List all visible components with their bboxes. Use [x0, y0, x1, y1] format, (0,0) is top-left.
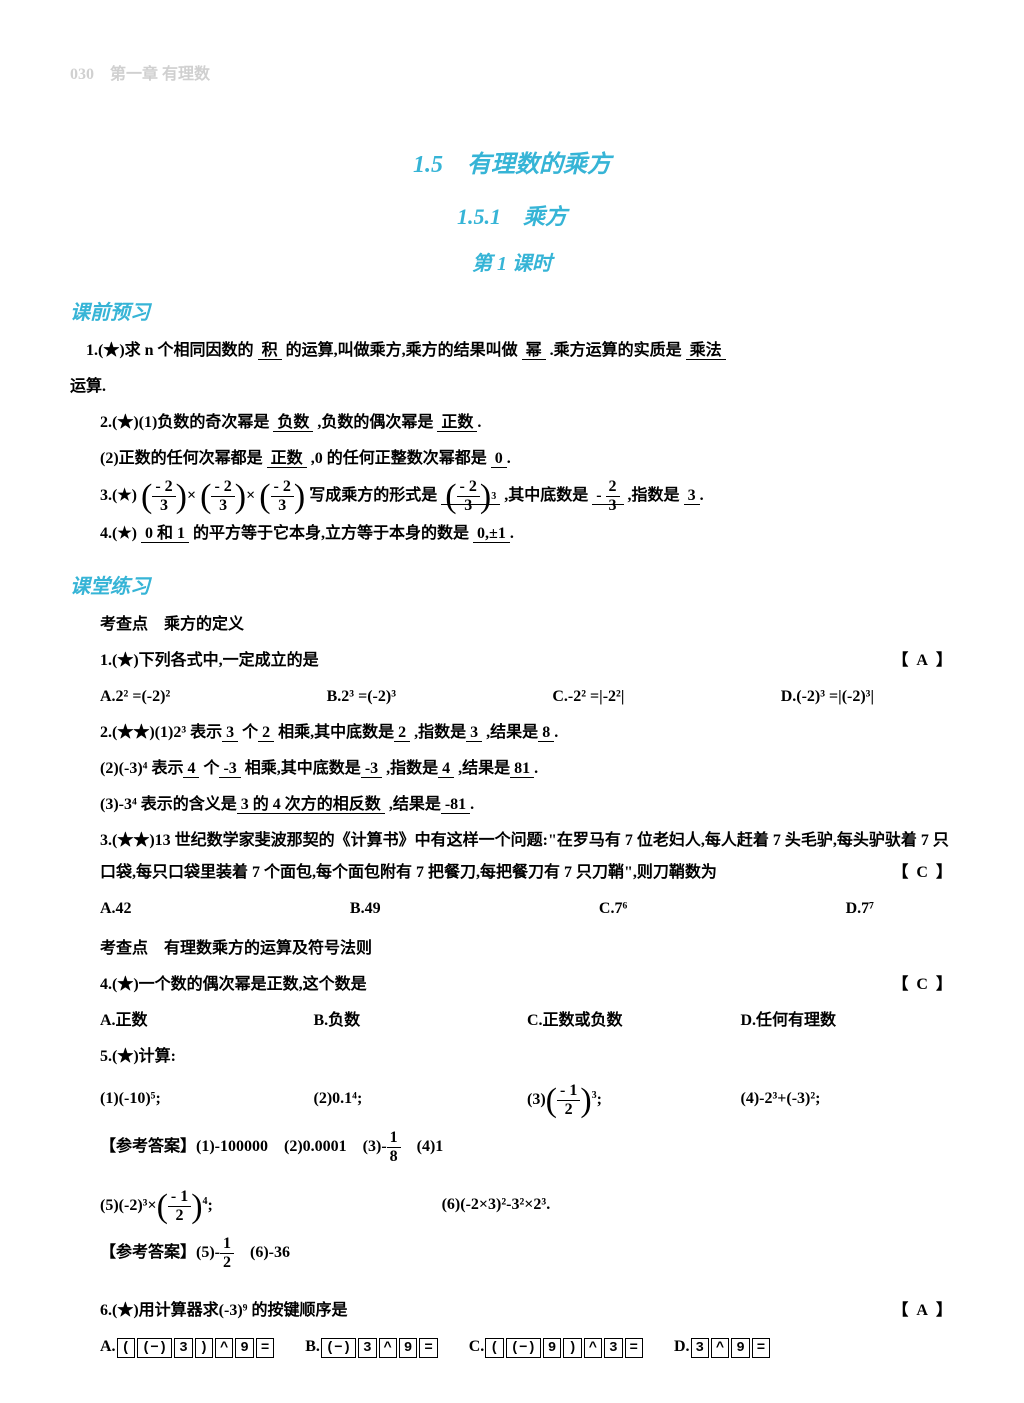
prac-q3-options: A.42B.49C.7⁶D.7⁷ — [70, 893, 954, 925]
prac-q5-ans2: 【参考答案】(5)-12 (6)-36 — [70, 1236, 954, 1271]
calc-key: 3 — [358, 1338, 376, 1358]
calc-key: ^ — [584, 1338, 602, 1358]
prac-q4-options: A.正数B.负数C.正数或负数D.任何有理数 — [70, 1005, 954, 1037]
calc-key: = — [256, 1338, 274, 1358]
prac-q1: 1.(★)下列各式中,一定成立的是 【 A 】 — [70, 645, 954, 677]
prac-q1-options: A.2² =(-2)²B.2³ =(-2)³C.-2² =|-2²|D.(-2)… — [70, 681, 954, 713]
calc-key: 9 — [235, 1338, 253, 1358]
pre-q2-1: 2.(★)(1)负数的奇次幂是 负数 ,负数的偶次幂是 正数. — [70, 407, 954, 439]
pre-q3: 3.(★) (- 23)× (- 23)× (- 23) 写成乘方的形式是 (-… — [70, 479, 954, 514]
prac-q6: 6.(★)用计算器求(-3)⁹ 的按键顺序是 【 A 】 — [70, 1295, 954, 1327]
calc-key: 9 — [399, 1338, 417, 1358]
calc-key: 9 — [543, 1338, 561, 1358]
prac-q2-2: (2)(-3)⁴ 表示4 个-3 相乘,其中底数是-3 ,指数是4 ,结果是81… — [70, 753, 954, 785]
pre-q1: 1.(★)求 n 个相同因数的 积 的运算,叫做乘方,乘方的结果叫做 幂 .乘方… — [70, 335, 954, 367]
blank: 负数 — [273, 414, 313, 432]
calc-key: ) — [563, 1338, 581, 1358]
pre-q2-2: (2)正数的任何次幂都是 正数 ,0 的任何正整数次幂都是 0. — [70, 443, 954, 475]
calc-key: (−) — [321, 1338, 356, 1358]
calc-key: ( — [117, 1338, 135, 1358]
prac-q6-options: A.((−)3)^9= B.(−)3^9= C.((−)9)^3= D.3^9= — [70, 1331, 954, 1363]
title-section: 1.5 有理数的乘方 — [70, 144, 954, 179]
calc-key: (−) — [506, 1338, 541, 1358]
chapter-title: 第一章 有理数 — [110, 66, 210, 83]
calc-key: = — [752, 1338, 770, 1358]
prac-q5-row1: (1)(-10)⁵; (2)0.1⁴; (3)(- 12)3; (4)-2³+(… — [70, 1083, 954, 1118]
calc-key: ^ — [215, 1338, 233, 1358]
page-header: 030 第一章 有理数 — [70, 60, 954, 84]
calc-key: ^ — [379, 1338, 397, 1358]
calc-key: 3 — [604, 1338, 622, 1358]
calc-key: 9 — [731, 1338, 749, 1358]
prac-q5: 5.(★)计算: — [70, 1041, 954, 1073]
calc-key: 3 — [691, 1338, 709, 1358]
blank: 乘法 — [686, 342, 726, 360]
blank: 正数 — [437, 414, 477, 432]
blank: 积 — [258, 342, 282, 360]
calc-key: = — [625, 1338, 643, 1358]
blank: 0 和 1 — [141, 525, 189, 543]
blank: 幂 — [522, 342, 546, 360]
section-practice: 课堂练习 — [70, 570, 954, 599]
title-lesson: 第 1 课时 — [70, 247, 954, 276]
prac-q5-ans1: 【参考答案】(1)-100000 (2)0.0001 (3)-18 (4)1 — [70, 1130, 954, 1165]
prac-q4: 4.(★)一个数的偶次幂是正数,这个数是 【 C 】 — [70, 969, 954, 1001]
prac-q2-1: 2.(★★)(1)2³ 表示3 个2 相乘,其中底数是2 ,指数是3 ,结果是8… — [70, 717, 954, 749]
calc-key: (−) — [137, 1338, 172, 1358]
blank: 0,±1 — [473, 525, 510, 543]
prac-q2-3: (3)-3⁴ 表示的含义是3 的 4 次方的相反数 ,结果是-81. — [70, 789, 954, 821]
prac-q3: 3.(★★)13 世纪数学家斐波那契的《计算书》中有这样一个问题:"在罗马有 7… — [70, 825, 954, 889]
calc-key: ^ — [711, 1338, 729, 1358]
title-subsection: 1.5.1 乘方 — [70, 199, 954, 231]
topic-2: 考查点 有理数乘方的运算及符号法则 — [70, 933, 954, 965]
page-number: 030 — [70, 66, 94, 83]
calc-key: 3 — [174, 1338, 192, 1358]
section-preclass: 课前预习 — [70, 296, 954, 325]
pre-q4: 4.(★) 0 和 1 的平方等于它本身,立方等于本身的数是 0,±1. — [70, 518, 954, 550]
topic-1: 考查点 乘方的定义 — [70, 609, 954, 641]
calc-key: ( — [485, 1338, 503, 1358]
blank: 正数 — [267, 450, 307, 468]
prac-q5-row2: (5)(-2)³×(- 12)4; (6)(-2×3)²-3²×2³. — [70, 1189, 954, 1224]
calc-key: ) — [195, 1338, 213, 1358]
blank: 0 — [491, 450, 507, 468]
calc-key: = — [419, 1338, 437, 1358]
